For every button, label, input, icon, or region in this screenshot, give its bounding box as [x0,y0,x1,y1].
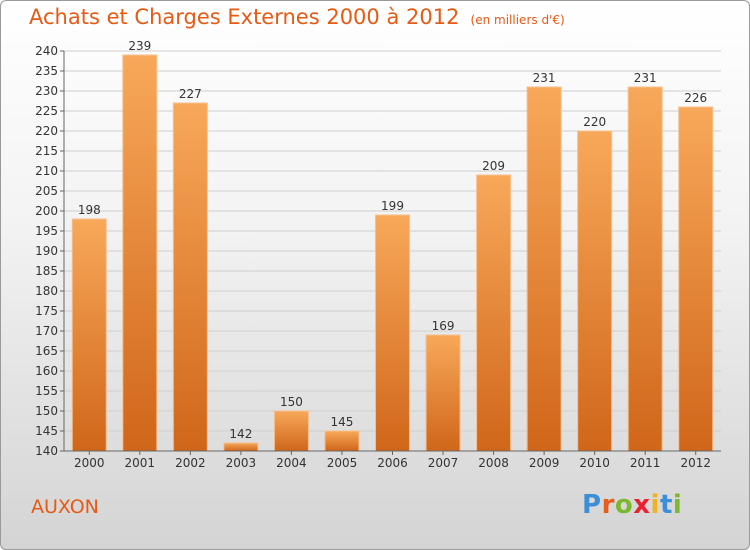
y-tick-label: 220 [35,124,58,138]
chart-title-text: Achats et Charges Externes 2000 à 2012 [29,5,460,29]
y-tick-label: 190 [35,244,58,258]
bar-2000 [71,218,107,452]
y-tick-label: 195 [35,224,58,238]
logo-letter-0: P [582,490,602,520]
data-label-2005: 145 [331,415,354,429]
logo-letter-2: o [614,490,634,520]
y-tick-label: 205 [35,184,58,198]
bar-chart: 1401451501551601651701751801851901952002… [35,39,721,470]
y-tick-label: 160 [35,364,58,378]
y-axis-ticks: 140 145 150 155 160 165 170 175 180 185 190 195 200 2… [35,44,64,458]
logo-letter-6: i [672,490,683,520]
y-tick-label: 185 [35,264,58,278]
x-tick-label-2008: 2008 [478,456,509,470]
y-tick-label: 225 [35,104,58,118]
x-tick-label-2004: 2004 [276,456,307,470]
x-tick-label-2009: 2009 [529,456,560,470]
y-tick-label: 235 [35,64,58,78]
x-tick-label-2012: 2012 [680,456,711,470]
data-label-2000: 198 [78,203,101,217]
y-tick-label: 180 [35,284,58,298]
data-label-2002: 227 [179,87,202,101]
commune-name: AUXON [31,496,99,518]
y-tick-label: 150 [35,404,58,418]
y-tick-label: 215 [35,144,58,158]
bar-2004 [273,410,309,452]
data-label-2001: 239 [128,39,151,53]
x-axis-ticks: 2000 2001 2002 2003 2004 2005 2006 2007 2008 2009… [74,451,711,470]
logo-letter-3: x [633,490,651,520]
logo-letter-1: r [601,490,615,520]
bar-2012 [678,106,714,452]
chart-title: Achats et Charges Externes 2000 à 2012 (… [29,5,565,29]
x-tick-label-2005: 2005 [327,456,358,470]
data-label-2003: 142 [229,427,252,441]
y-tick-label: 145 [35,424,58,438]
data-label-2011: 231 [634,71,657,85]
data-label-2009: 231 [533,71,556,85]
y-tick-label: 240 [35,44,58,58]
bar-2003 [223,442,259,452]
data-label-2007: 169 [432,319,455,333]
bar-2007 [425,334,461,452]
x-tick-label-2001: 2001 [125,456,156,470]
y-tick-label: 210 [35,164,58,178]
bar-2008 [476,174,512,452]
data-labels: 198 239 227 142 150 145 199 169 209 231 220 231 226 [78,39,707,441]
x-tick-label-2000: 2000 [74,456,105,470]
y-tick-label: 230 [35,84,58,98]
y-tick-label: 155 [35,384,58,398]
data-label-2004: 150 [280,395,303,409]
data-label-2008: 209 [482,159,505,173]
bar-2005 [324,430,360,452]
bar-2002 [172,102,208,452]
logo-letter-5: t [659,490,673,520]
x-tick-label-2011: 2011 [630,456,661,470]
y-tick-label: 170 [35,324,58,338]
y-tick-label: 175 [35,304,58,318]
bar-2009 [526,86,562,452]
x-tick-label-2006: 2006 [377,456,408,470]
y-tick-label: 200 [35,204,58,218]
bar-2010 [577,130,613,452]
bar-2001 [122,54,158,452]
bar-2011 [627,86,663,452]
y-tick-label: 140 [35,444,58,458]
data-label-2006: 199 [381,199,404,213]
logo-letter-4: i [650,490,660,520]
data-label-2010: 220 [583,115,606,129]
x-tick-label-2010: 2010 [579,456,610,470]
data-label-2012: 226 [684,91,707,105]
x-tick-label-2002: 2002 [175,456,206,470]
bar-2006 [375,214,410,452]
bars [71,54,714,452]
proxiti-logo: Proxiti [582,490,682,520]
chart-unit-note: (en milliers d'€) [470,13,565,27]
x-tick-label-2003: 2003 [226,456,257,470]
y-tick-label: 165 [35,344,58,358]
x-tick-label-2007: 2007 [428,456,459,470]
